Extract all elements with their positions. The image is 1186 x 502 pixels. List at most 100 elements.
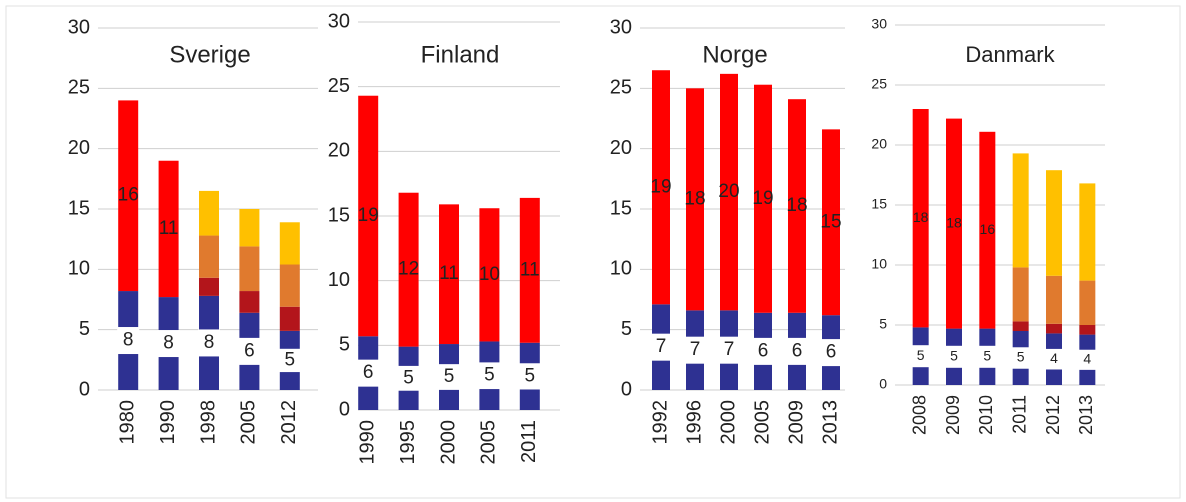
data-label: 16 xyxy=(980,221,996,237)
label-band xyxy=(198,329,220,357)
data-label: 6 xyxy=(758,340,769,361)
data-label: 16 xyxy=(118,185,139,206)
bar-segment xyxy=(1012,321,1029,331)
y-tick-label: 5 xyxy=(621,318,632,340)
bar-segment xyxy=(1046,170,1062,276)
data-label: 7 xyxy=(656,336,667,357)
label-band xyxy=(117,327,140,355)
chart-title: Sverige xyxy=(169,41,250,68)
bar-segment xyxy=(239,246,260,292)
data-label: 6 xyxy=(244,340,255,361)
bar-segment xyxy=(788,99,806,313)
label-band xyxy=(438,364,460,390)
chart-title: Norge xyxy=(702,41,767,68)
y-tick-label: 20 xyxy=(68,137,90,159)
label-band xyxy=(945,345,963,368)
label-band xyxy=(787,337,807,365)
y-tick-label: 10 xyxy=(328,269,350,291)
chart-title: Danmark xyxy=(965,42,1055,67)
bar-segment xyxy=(358,95,379,337)
data-label: 6 xyxy=(826,342,837,363)
y-tick-label: 10 xyxy=(68,258,90,280)
y-tick-label: 25 xyxy=(610,77,632,99)
chart-title: Finland xyxy=(421,41,500,68)
label-band xyxy=(978,345,997,368)
y-tick-label: 30 xyxy=(871,16,887,32)
label-band xyxy=(238,337,261,365)
y-tick-label: 0 xyxy=(621,378,632,400)
bar-segment xyxy=(1012,153,1029,268)
y-tick-label: 0 xyxy=(339,398,350,420)
y-tick-label: 15 xyxy=(328,204,350,226)
x-tick-label: 2005 xyxy=(238,400,260,445)
data-label: 7 xyxy=(690,339,701,360)
label-band xyxy=(518,363,541,390)
label-band xyxy=(753,337,773,365)
x-tick-label: 1990 xyxy=(157,400,179,445)
x-tick-label: 1995 xyxy=(397,420,419,465)
bar-segment xyxy=(1012,267,1029,322)
y-tick-label: 30 xyxy=(328,10,350,32)
x-tick-label: 1990 xyxy=(356,420,378,465)
data-label: 8 xyxy=(163,333,174,354)
x-tick-label: 2008 xyxy=(909,395,929,435)
y-tick-label: 20 xyxy=(328,140,350,162)
label-band xyxy=(157,330,180,358)
x-tick-label: 1980 xyxy=(116,400,138,445)
y-tick-label: 5 xyxy=(879,316,887,332)
bar-segment xyxy=(519,197,540,343)
bar-segment xyxy=(279,222,300,265)
data-label: 11 xyxy=(159,218,179,239)
data-label: 19 xyxy=(650,176,671,197)
x-tick-label: 2005 xyxy=(478,420,500,465)
bar-segment xyxy=(279,264,300,307)
y-tick-label: 25 xyxy=(871,76,887,92)
data-label: 8 xyxy=(204,332,215,353)
bar-segment xyxy=(822,129,840,316)
bar-segment xyxy=(479,208,500,342)
label-band xyxy=(911,345,930,368)
data-label: 5 xyxy=(983,348,991,364)
bar-segment xyxy=(1079,280,1096,325)
bar-segment xyxy=(720,73,738,311)
y-tick-label: 25 xyxy=(68,77,90,99)
label-band xyxy=(278,348,301,373)
x-tick-label: 1998 xyxy=(197,400,219,445)
x-tick-label: 2013 xyxy=(1076,395,1096,435)
bar-segment xyxy=(279,306,300,331)
data-label: 7 xyxy=(724,339,735,360)
data-label: 4 xyxy=(1083,351,1091,367)
y-tick-label: 15 xyxy=(871,196,887,212)
y-tick-label: 15 xyxy=(610,197,632,219)
y-tick-label: 10 xyxy=(610,258,632,280)
data-label: 10 xyxy=(479,264,500,285)
data-label: 18 xyxy=(786,195,807,216)
bar-segment xyxy=(1046,323,1062,334)
bar-segment xyxy=(754,84,772,313)
bar-segment xyxy=(398,192,419,347)
bar-segment xyxy=(979,131,996,329)
x-tick-label: 2013 xyxy=(819,400,841,445)
y-tick-label: 10 xyxy=(871,256,887,272)
bar-segment xyxy=(239,209,260,247)
data-label: 5 xyxy=(403,367,414,388)
y-tick-label: 0 xyxy=(79,378,90,400)
x-tick-label: 2009 xyxy=(943,395,963,435)
label-band xyxy=(397,365,420,391)
x-tick-label: 2011 xyxy=(518,420,540,463)
data-label: 5 xyxy=(525,365,536,386)
bar-segment xyxy=(946,118,962,329)
x-tick-label: 2005 xyxy=(751,400,773,445)
y-tick-label: 5 xyxy=(79,318,90,340)
data-label: 12 xyxy=(398,259,419,280)
bar-segment xyxy=(1079,325,1096,335)
label-band xyxy=(1011,347,1030,369)
x-tick-label: 2012 xyxy=(1043,395,1063,435)
label-band xyxy=(1078,349,1097,370)
bar-segment xyxy=(158,160,179,298)
data-label: 18 xyxy=(684,188,705,209)
x-tick-label: 2009 xyxy=(785,400,807,445)
data-label: 4 xyxy=(1050,350,1058,366)
bar-segment xyxy=(652,70,670,305)
x-tick-label: 2010 xyxy=(976,395,996,435)
